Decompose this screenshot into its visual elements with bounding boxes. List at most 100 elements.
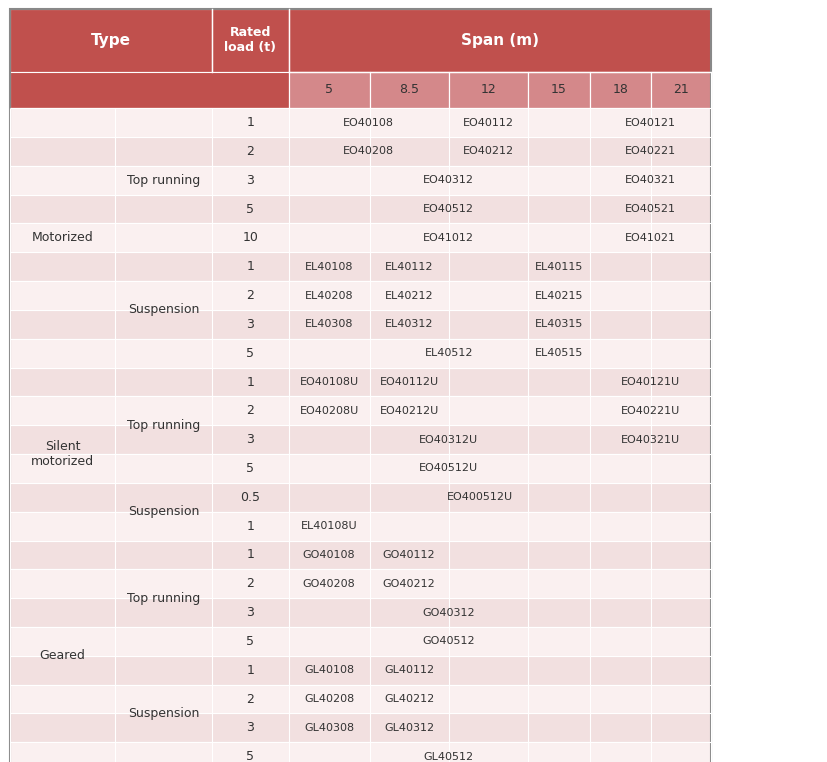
Text: 1: 1 [246,376,254,389]
Text: EL40512: EL40512 [424,348,472,358]
Text: GL40112: GL40112 [384,665,433,675]
Text: 3: 3 [246,606,254,619]
Text: EO40212: EO40212 [462,146,514,156]
Text: 15: 15 [551,83,566,97]
Text: 1: 1 [246,261,254,274]
Text: EL40308: EL40308 [304,319,353,329]
Text: EO40208: EO40208 [342,146,394,156]
Text: 5: 5 [246,635,254,648]
Text: EL40115: EL40115 [534,261,582,272]
Bar [10,108,710,137]
Text: EL40108U: EL40108U [300,521,357,531]
Bar [10,627,710,656]
Bar [10,166,710,194]
Text: Top running: Top running [127,174,200,187]
Text: Suspension: Suspension [127,707,199,720]
Text: EO40121: EO40121 [624,117,676,127]
Text: GL40208: GL40208 [304,694,354,704]
Bar [10,9,212,72]
Text: EO40312U: EO40312U [418,434,478,445]
Bar [10,512,710,540]
Text: 2: 2 [246,578,254,591]
Text: EO40108: EO40108 [343,117,394,127]
Text: 3: 3 [246,433,254,447]
Text: GL40312: GL40312 [384,723,433,733]
Text: 1: 1 [246,549,254,562]
Text: EL40112: EL40112 [385,261,433,272]
Bar [10,9,710,762]
Text: EO41012: EO41012 [423,233,474,243]
Text: 5: 5 [325,83,332,97]
Text: EL40215: EL40215 [534,290,582,300]
Bar [10,483,710,512]
Text: 2: 2 [246,145,254,158]
Text: 2: 2 [246,405,254,418]
Text: GO40208: GO40208 [303,579,355,589]
Bar [448,72,528,108]
Text: EO40112U: EO40112U [379,377,438,387]
Text: GL40212: GL40212 [384,694,433,704]
Bar [10,656,710,685]
Bar [650,72,710,108]
Text: Rated
load (t): Rated load (t) [224,27,276,54]
Bar [10,223,710,252]
Bar [10,598,710,627]
Text: GL40308: GL40308 [304,723,354,733]
Bar [10,425,710,454]
Text: GO40212: GO40212 [382,579,435,589]
Text: EO40221U: EO40221U [620,406,680,416]
Text: EO40121U: EO40121U [620,377,680,387]
Bar [10,569,710,598]
Text: 1: 1 [246,116,254,129]
Text: EO40312: EO40312 [423,175,474,185]
Text: GO40108: GO40108 [303,550,355,560]
Text: 1: 1 [246,664,254,677]
Text: EL40312: EL40312 [385,319,433,329]
Text: 21: 21 [672,83,688,97]
Text: 5: 5 [246,751,254,762]
Text: Geared: Geared [40,649,85,662]
Bar [590,72,650,108]
Bar [10,310,710,339]
Text: EO400512U: EO400512U [447,492,512,502]
Text: 12: 12 [480,83,495,97]
Text: Suspension: Suspension [127,505,199,518]
Text: EO40108U: EO40108U [299,377,358,387]
Text: EL40108: EL40108 [304,261,353,272]
Bar [10,367,710,396]
Text: GO40112: GO40112 [382,550,435,560]
Text: EO40512U: EO40512U [418,463,478,473]
Bar [10,339,710,367]
Bar [10,281,710,310]
Text: EO40112: EO40112 [462,117,514,127]
Text: GL40108: GL40108 [304,665,354,675]
Bar [10,72,289,108]
Text: Top running: Top running [127,419,200,432]
Text: Span (m): Span (m) [461,33,538,48]
Text: 8.5: 8.5 [399,83,418,97]
Text: EO41021: EO41021 [624,233,676,243]
Text: GO40312: GO40312 [422,607,475,618]
Bar [10,137,710,166]
Bar [10,396,710,425]
Text: 5: 5 [246,462,254,475]
Text: EO40321U: EO40321U [620,434,680,445]
Text: Silent
motorized: Silent motorized [31,440,94,468]
Text: Type: Type [91,33,131,48]
Text: EL40212: EL40212 [385,290,433,300]
Text: 0.5: 0.5 [240,491,260,504]
Text: EO40321: EO40321 [624,175,676,185]
Text: GL40512: GL40512 [423,752,473,762]
Bar [10,685,710,713]
Text: 2: 2 [246,693,254,706]
Text: 2: 2 [246,289,254,302]
Text: EO40212U: EO40212U [379,406,438,416]
Text: Suspension: Suspension [127,303,199,316]
Bar [10,454,710,483]
Bar [528,72,590,108]
Text: EO40208U: EO40208U [299,406,358,416]
Text: EL40515: EL40515 [534,348,582,358]
Text: Motorized: Motorized [31,232,93,245]
Bar [10,252,710,281]
Bar [10,540,710,569]
